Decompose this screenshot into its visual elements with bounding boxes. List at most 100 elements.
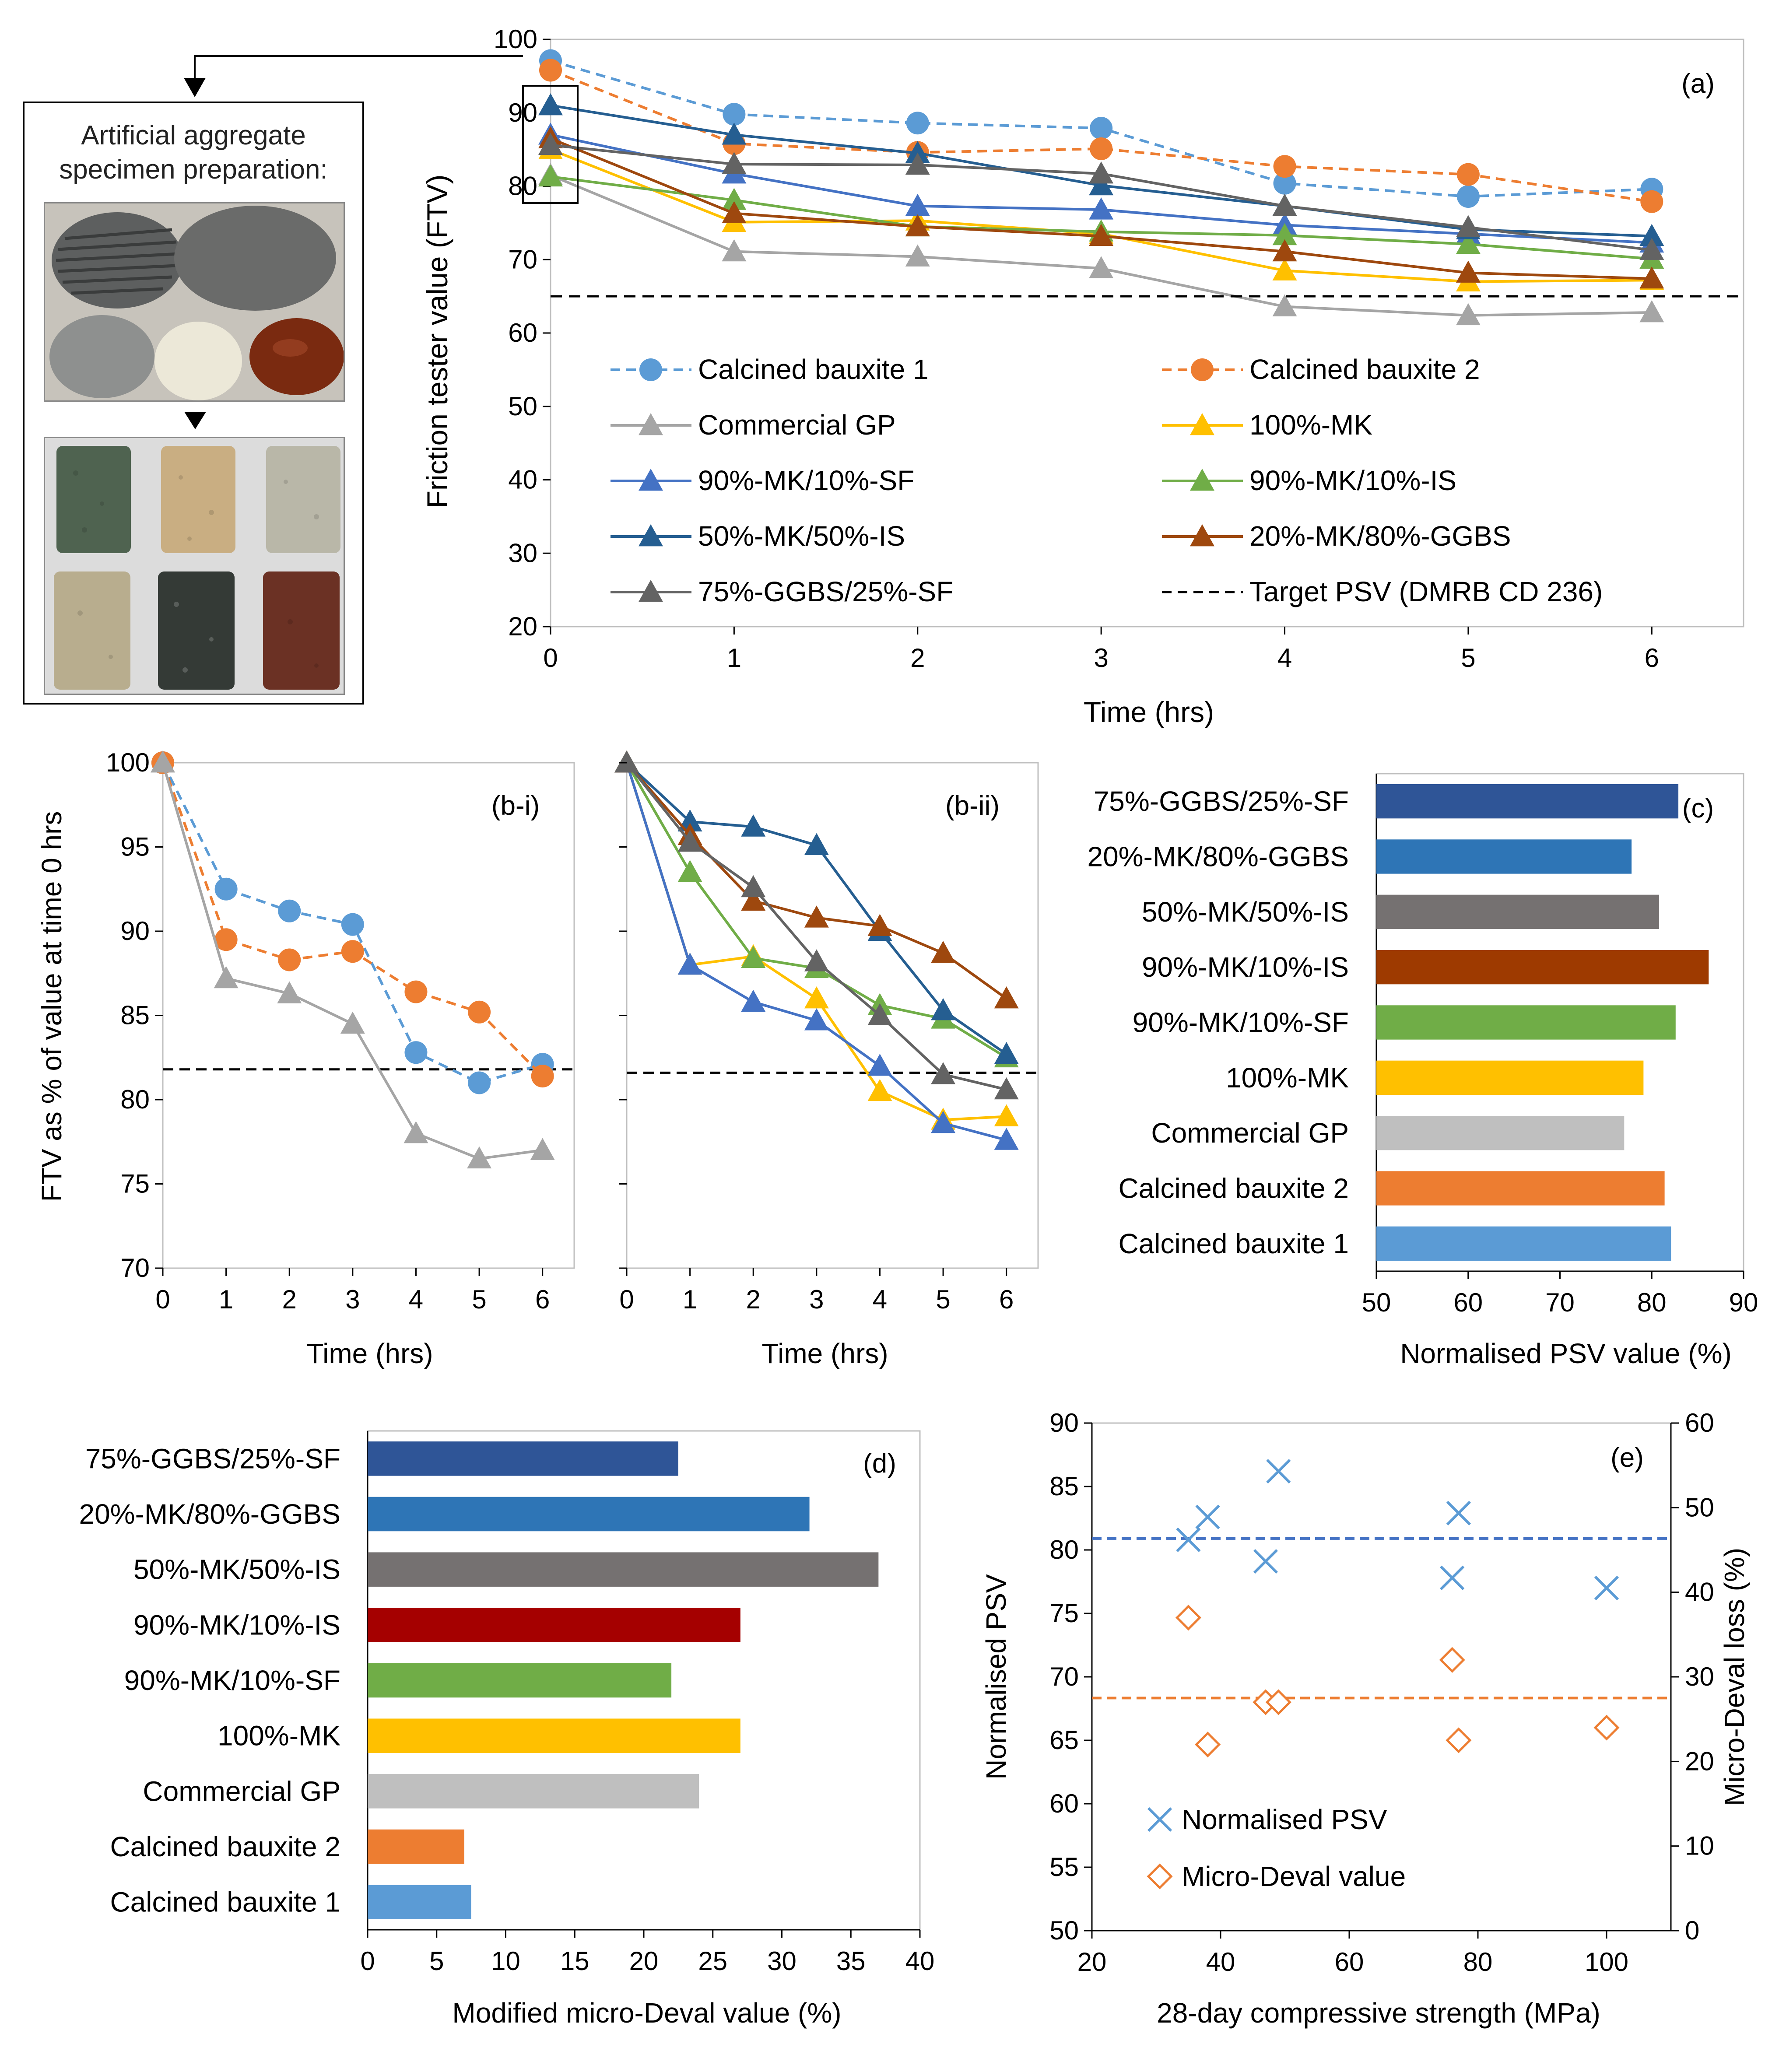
a-point-75-ggbs-25-sf	[722, 152, 747, 174]
e-y-tick-label-right: 10	[1685, 1831, 1714, 1861]
panel-c-label: (c)	[1682, 793, 1714, 824]
panel-b-i-x-axis-title: Time (hrs)	[306, 1338, 433, 1369]
panel-e-y-axis-title-left: Normalised PSV	[980, 1574, 1012, 1780]
b-i-x-tick-label: 2	[282, 1285, 297, 1314]
a-point-calcined-bauxite-2	[1640, 190, 1663, 213]
legend-label-100-mk: 100%-MK	[1249, 409, 1372, 441]
b-ii-point-75-ggbs-25-sf	[741, 875, 766, 898]
panel-b-i-y-axis-title: FTV as % of value at time 0 hrs	[36, 811, 67, 1202]
b-i-point-calcined-bauxite-2	[468, 1000, 491, 1024]
c-category-label-calcined-bauxite-1: Calcined bauxite 1	[1118, 1228, 1349, 1259]
d-bar-90-mk-10-is	[368, 1608, 740, 1642]
b-ii-point-90-mk-10-is	[677, 860, 702, 882]
b-ii-point-20-mk-80-ggbs	[741, 888, 766, 911]
panel-a-y-axis-title: Friction tester value (FTV)	[421, 175, 453, 508]
legend-label-90-mk-10-is: 90%-MK/10%-IS	[1249, 465, 1456, 496]
legend-marker-90-mk-10-sf	[639, 469, 663, 491]
b-ii-point-75-ggbs-25-sf	[994, 1077, 1019, 1100]
b-ii-point-20-mk-80-ggbs	[804, 905, 829, 928]
e-point-normalised-psv	[1195, 1504, 1220, 1529]
legend-label-commercial-gp: Commercial GP	[698, 409, 896, 441]
b-ii-point-75-ggbs-25-sf	[804, 949, 829, 971]
d-bar-90-mk-10-sf	[368, 1663, 672, 1698]
e-point-micro-deval	[1446, 1727, 1472, 1753]
a-point-calcined-bauxite-2	[1090, 137, 1113, 160]
e-point-normalised-psv	[1594, 1575, 1619, 1601]
b-i-x-tick-label: 3	[345, 1285, 360, 1314]
e-point-micro-deval	[1175, 1605, 1202, 1631]
legend-label-50-mk-50-is: 50%-MK/50%-IS	[698, 520, 905, 552]
b-i-point-commercial-gp	[404, 1121, 428, 1143]
b-i-x-tick-label: 1	[219, 1285, 233, 1314]
e-y-tick-label-left: 50	[1049, 1916, 1079, 1945]
b-ii-point-20-mk-80-ggbs	[931, 941, 956, 963]
a-x-tick-label: 3	[1094, 643, 1108, 673]
a-point-calcined-bauxite-2	[539, 59, 562, 82]
a-point-commercial-gp	[1089, 256, 1114, 278]
b-i-x-tick-label: 5	[472, 1285, 486, 1314]
d-category-label-90-mk-10-sf: 90%-MK/10%-SF	[124, 1665, 340, 1696]
legend-marker-commercial-gp	[639, 413, 663, 435]
legend-label-20-mk-80-ggbs: 20%-MK/80%-GGBS	[1249, 520, 1511, 552]
legend-marker-90-mk-10-is	[1190, 469, 1214, 491]
cast-specimens-image	[45, 438, 344, 694]
e-y-tick-label-right: 20	[1685, 1746, 1714, 1776]
a-point-75-ggbs-25-sf	[1456, 215, 1481, 237]
e-point-normalised-psv	[1446, 1501, 1471, 1526]
a-point-commercial-gp	[1639, 300, 1664, 323]
d-category-label-100-mk: 100%-MK	[218, 1720, 340, 1752]
legend-label-90-mk-10-sf: 90%-MK/10%-SF	[698, 465, 914, 496]
d-category-label-20-mk-80-ggbs: 20%-MK/80%-GGBS	[79, 1498, 340, 1530]
b-ii-point-50-mk-50-is	[994, 1042, 1019, 1064]
b-i-point-calcined-bauxite-1	[278, 899, 301, 922]
a-point-commercial-gp	[905, 244, 930, 266]
b-ii-x-tick-label: 4	[873, 1285, 887, 1314]
d-bar-commercial-gp	[368, 1774, 699, 1809]
a-point-commercial-gp	[1272, 294, 1297, 317]
b-i-y-tick-label: 100	[106, 748, 150, 777]
a-point-90-mk-10-is	[538, 164, 563, 187]
b-i-point-calcined-bauxite-1	[468, 1071, 491, 1094]
a-point-75-ggbs-25-sf	[538, 133, 563, 155]
legend-marker-50-mk-50-is	[639, 524, 663, 547]
b-i-y-tick-label: 95	[120, 832, 150, 862]
e-y-tick-label-right: 40	[1685, 1578, 1714, 1607]
d-category-label-commercial-gp: Commercial GP	[143, 1775, 340, 1807]
e-y-tick-label-right: 30	[1685, 1662, 1714, 1691]
e-x-tick-label: 100	[1585, 1947, 1628, 1977]
b-ii-point-50-mk-50-is	[677, 809, 702, 832]
b-i-y-tick-label: 90	[120, 916, 150, 946]
a-point-75-ggbs-25-sf	[1272, 193, 1297, 216]
b-ii-x-tick-label: 1	[683, 1285, 697, 1314]
a-point-commercial-gp	[722, 239, 747, 262]
b-ii-point-20-mk-80-ggbs	[994, 986, 1019, 1009]
e-point-normalised-psv	[1253, 1549, 1278, 1574]
e-point-normalised-psv	[1440, 1565, 1465, 1590]
e-y-tick-label-left: 75	[1049, 1599, 1079, 1628]
panel-e-label: (e)	[1611, 1443, 1644, 1473]
b-i-x-tick-label: 6	[535, 1285, 550, 1314]
a-point-calcined-bauxite-1	[1273, 172, 1296, 195]
e-y-tick-label-left: 90	[1049, 1408, 1079, 1437]
a-point-commercial-gp	[1456, 303, 1481, 326]
c-bar-100-mk	[1376, 1060, 1644, 1095]
e-y-tick-label-right: 60	[1685, 1408, 1714, 1437]
b-i-y-tick-label: 80	[120, 1085, 150, 1114]
e-y-tick-label-left: 70	[1049, 1662, 1079, 1691]
c-bar-90-mk-10-sf	[1376, 1005, 1676, 1040]
e-legend-label-micro-deval: Micro-Deval value	[1182, 1861, 1406, 1892]
b-i-x-tick-label: 0	[155, 1285, 170, 1314]
e-point-normalised-psv	[1266, 1459, 1291, 1484]
c-category-label-commercial-gp: Commercial GP	[1151, 1117, 1349, 1149]
c-bar-20-mk-80-ggbs	[1376, 839, 1632, 874]
c-category-label-75-ggbs-25-sf: 75%-GGBS/25%-SF	[1094, 785, 1349, 817]
panel-a-highlight-box	[522, 85, 579, 204]
b-i-point-calcined-bauxite-1	[214, 877, 238, 901]
e-y-tick-label-left: 80	[1049, 1535, 1079, 1564]
e-y-tick-label-left: 65	[1049, 1725, 1079, 1755]
b-i-point-calcined-bauxite-2	[278, 948, 301, 971]
c-category-label-90-mk-10-sf: 90%-MK/10%-SF	[1133, 1007, 1349, 1038]
b-ii-point-90-mk-10-sf	[677, 953, 702, 975]
b-i-point-commercial-gp	[277, 981, 302, 1003]
panel-c-x-axis-title: Normalised PSV value (%)	[1400, 1338, 1732, 1369]
